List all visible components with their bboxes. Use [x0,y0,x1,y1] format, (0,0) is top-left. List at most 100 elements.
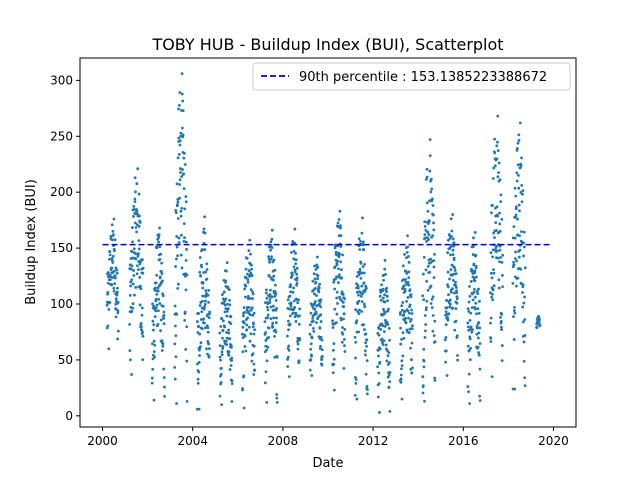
data-point [152,398,156,402]
data-point [207,354,211,358]
data-point [355,275,359,278]
data-point [359,294,363,298]
data-point [432,228,436,232]
data-point [154,297,158,301]
data-point [517,203,521,207]
y-tick-label: 300 [50,73,73,87]
data-point [245,323,249,327]
data-point [153,355,156,359]
data-point [116,329,120,333]
data-point [468,337,472,341]
data-point [247,269,251,272]
data-point [265,305,269,309]
data-point [241,325,245,329]
data-point [154,286,157,290]
data-point [113,238,117,242]
data-point [158,245,162,249]
data-point [151,342,154,346]
data-point [363,305,367,309]
data-point [522,230,526,234]
data-point [456,358,460,362]
data-point [376,395,380,399]
data-point [113,274,117,278]
data-point [229,322,233,326]
data-point [467,300,471,304]
data-point [455,291,459,295]
data-point [308,323,312,327]
data-point [491,248,495,252]
data-point [410,371,414,375]
data-point [521,291,524,294]
data-point [341,326,344,329]
data-point [448,305,452,309]
data-point [309,347,313,351]
data-point [424,308,428,312]
data-point [248,313,252,317]
data-point [295,266,299,270]
data-point [431,234,435,238]
data-point [136,264,139,268]
data-point [271,325,274,329]
data-point [137,192,141,196]
data-point [387,351,391,355]
data-point [517,255,521,259]
data-point [518,121,522,125]
data-point [128,349,132,353]
data-point [523,245,526,249]
data-point [364,353,367,357]
data-point [469,325,473,329]
data-point [448,236,452,240]
data-point [387,327,391,330]
data-point [294,262,298,266]
data-point [225,261,229,265]
data-point [518,209,521,213]
data-point [221,347,225,350]
data-point [310,354,313,358]
data-point [514,205,518,209]
data-point [500,325,503,329]
data-point [339,318,343,322]
data-point [407,283,411,287]
y-tick-label: 100 [50,297,73,311]
data-point [229,364,233,367]
data-point [426,209,430,213]
data-point [445,315,449,319]
data-point [332,357,336,361]
data-point [128,322,132,326]
data-point [400,397,404,401]
data-point [446,283,449,287]
data-point [155,303,159,307]
data-point [150,376,154,380]
data-point [361,216,364,220]
data-point [289,283,292,287]
data-point [513,236,517,240]
data-point [286,357,289,361]
data-point [159,329,162,333]
data-point [444,310,448,314]
data-point [521,192,524,196]
data-point [512,260,515,264]
data-point [515,146,519,150]
data-point [470,292,474,296]
data-point [354,308,358,312]
data-point [269,288,272,292]
data-point [359,240,362,243]
data-point [266,345,270,349]
data-point [116,309,120,313]
data-point [339,226,342,230]
data-point [337,218,341,221]
data-point [448,277,451,281]
data-point [132,204,136,208]
data-point [177,103,181,107]
data-point [185,325,189,329]
data-point [161,294,165,298]
data-point [400,364,404,368]
data-point [515,259,518,263]
data-point [198,354,201,357]
data-point [219,358,222,362]
data-point [292,299,296,303]
data-point [452,291,456,295]
data-point [137,224,141,228]
data-point [155,273,159,277]
data-point [203,215,207,219]
